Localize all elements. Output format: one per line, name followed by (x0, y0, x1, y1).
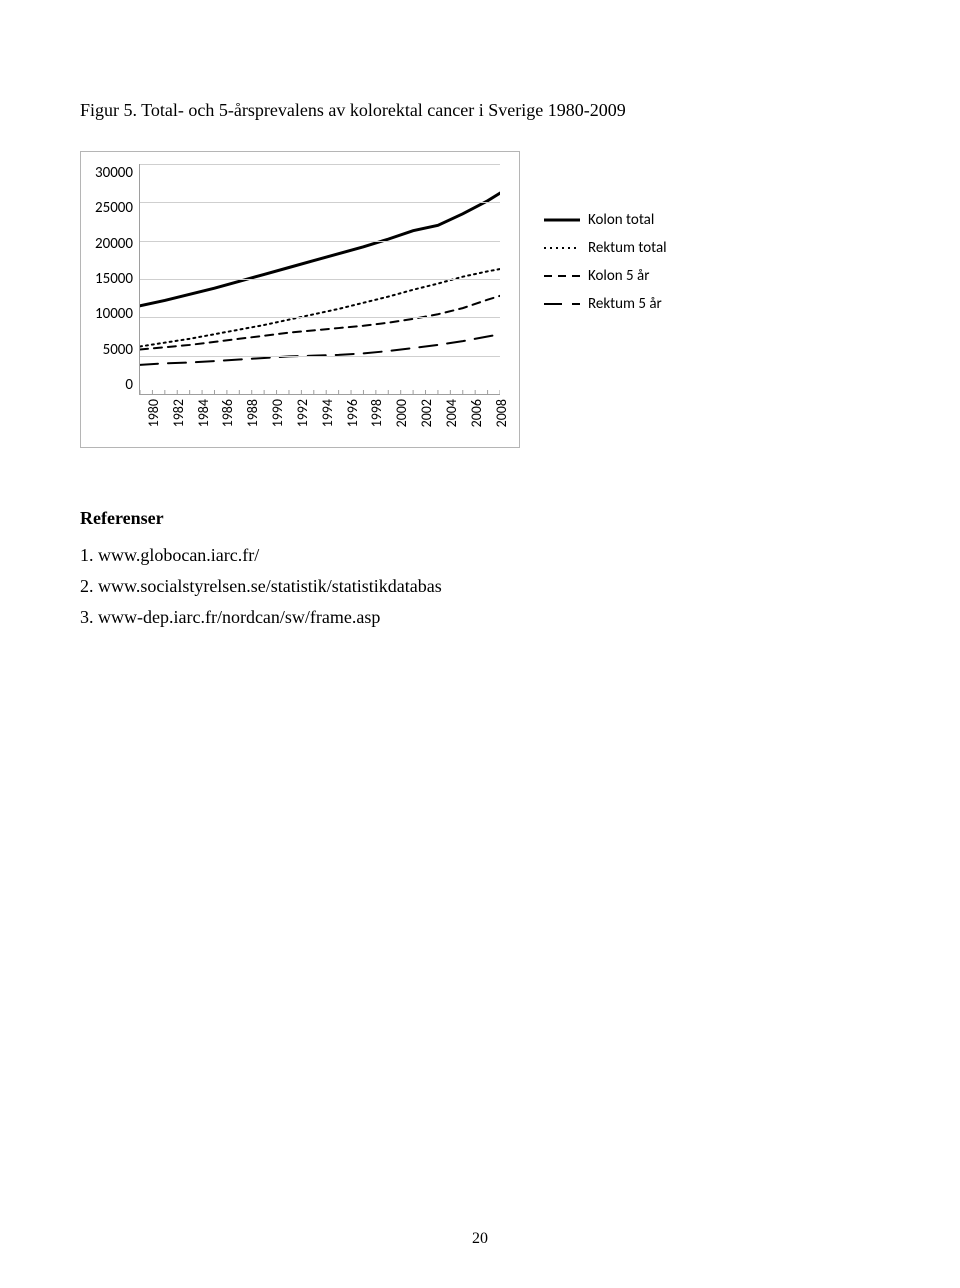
reference-item: 2. www.socialstyrelsen.se/statistik/stat… (80, 576, 880, 597)
y-tick-label: 25000 (95, 199, 133, 217)
legend-swatch (544, 213, 580, 227)
y-tick-label: 30000 (95, 164, 133, 182)
y-axis-ticks: 30000 25000 20000 15000 10000 5000 0 (95, 164, 139, 394)
legend: Kolon total Rektum total Kolon 5 år Rektum … (544, 211, 667, 323)
x-tick-label: 1986 (219, 399, 236, 427)
legend-item: Rektum total (544, 239, 667, 257)
x-tick-label: 2006 (468, 399, 485, 427)
series-line (140, 269, 500, 346)
document-page: Figur 5. Total- och 5-årsprevalens av ko… (0, 0, 960, 1288)
y-tick-label: 10000 (95, 305, 133, 323)
legend-label: Rektum 5 år (588, 295, 662, 313)
x-tick-label: 1988 (244, 399, 261, 427)
gridline (140, 356, 500, 357)
references-section: Referenser 1. www.globocan.iarc.fr/2. ww… (80, 508, 880, 628)
x-axis-ticks: 1980 1982 1984 1986 1988 1990 1992 1994 1996 1998… (145, 399, 505, 441)
legend-item: Kolon 5 år (544, 267, 667, 285)
x-tick-label: 2004 (443, 399, 460, 427)
figure-caption: Figur 5. Total- och 5-årsprevalens av ko… (80, 100, 880, 121)
references-list: 1. www.globocan.iarc.fr/2. www.socialsty… (80, 545, 880, 628)
y-tick-label: 15000 (95, 270, 133, 288)
x-tick-label: 2008 (493, 399, 510, 427)
plot-area (139, 164, 500, 395)
legend-swatch (544, 297, 580, 311)
legend-swatch (544, 269, 580, 283)
gridline (140, 241, 500, 242)
x-tick-label: 2002 (418, 399, 435, 427)
gridline (140, 164, 500, 165)
y-tick-label: 0 (125, 376, 133, 394)
gridline (140, 202, 500, 203)
x-tick-label: 1982 (170, 399, 187, 427)
x-tick-label: 1990 (269, 399, 286, 427)
series-line (140, 296, 500, 350)
x-tick-label: 1998 (368, 399, 385, 427)
gridline (140, 317, 500, 318)
reference-item: 1. www.globocan.iarc.fr/ (80, 545, 880, 566)
figure-row: 300002500020000150001000050000 198019821… (80, 151, 880, 448)
plot-wrap: 30000 25000 20000 15000 10000 5000 0 (95, 164, 505, 395)
y-tick-label: 20000 (95, 235, 133, 253)
gridline (140, 279, 500, 280)
x-tick-label: 1980 (145, 399, 162, 427)
series-line (140, 193, 500, 306)
chart-frame: 300002500020000150001000050000 198019821… (80, 151, 520, 448)
x-tick-label: 1996 (344, 399, 361, 427)
page-number: 20 (0, 1230, 960, 1248)
legend-item: Kolon total (544, 211, 667, 229)
x-tick-label: 2000 (393, 399, 410, 427)
x-tick-label: 1984 (195, 399, 212, 427)
x-tick-label: 1994 (319, 399, 336, 427)
reference-item: 3. www-dep.iarc.fr/nordcan/sw/frame.asp (80, 607, 880, 628)
legend-item: Rektum 5 år (544, 295, 667, 313)
legend-label: Kolon 5 år (588, 267, 649, 285)
legend-label: Kolon total (588, 211, 654, 229)
y-tick-label: 5000 (103, 341, 133, 359)
x-tick-label: 1992 (294, 399, 311, 427)
legend-swatch (544, 241, 580, 255)
legend-label: Rektum total (588, 239, 667, 257)
references-heading: Referenser (80, 508, 880, 529)
